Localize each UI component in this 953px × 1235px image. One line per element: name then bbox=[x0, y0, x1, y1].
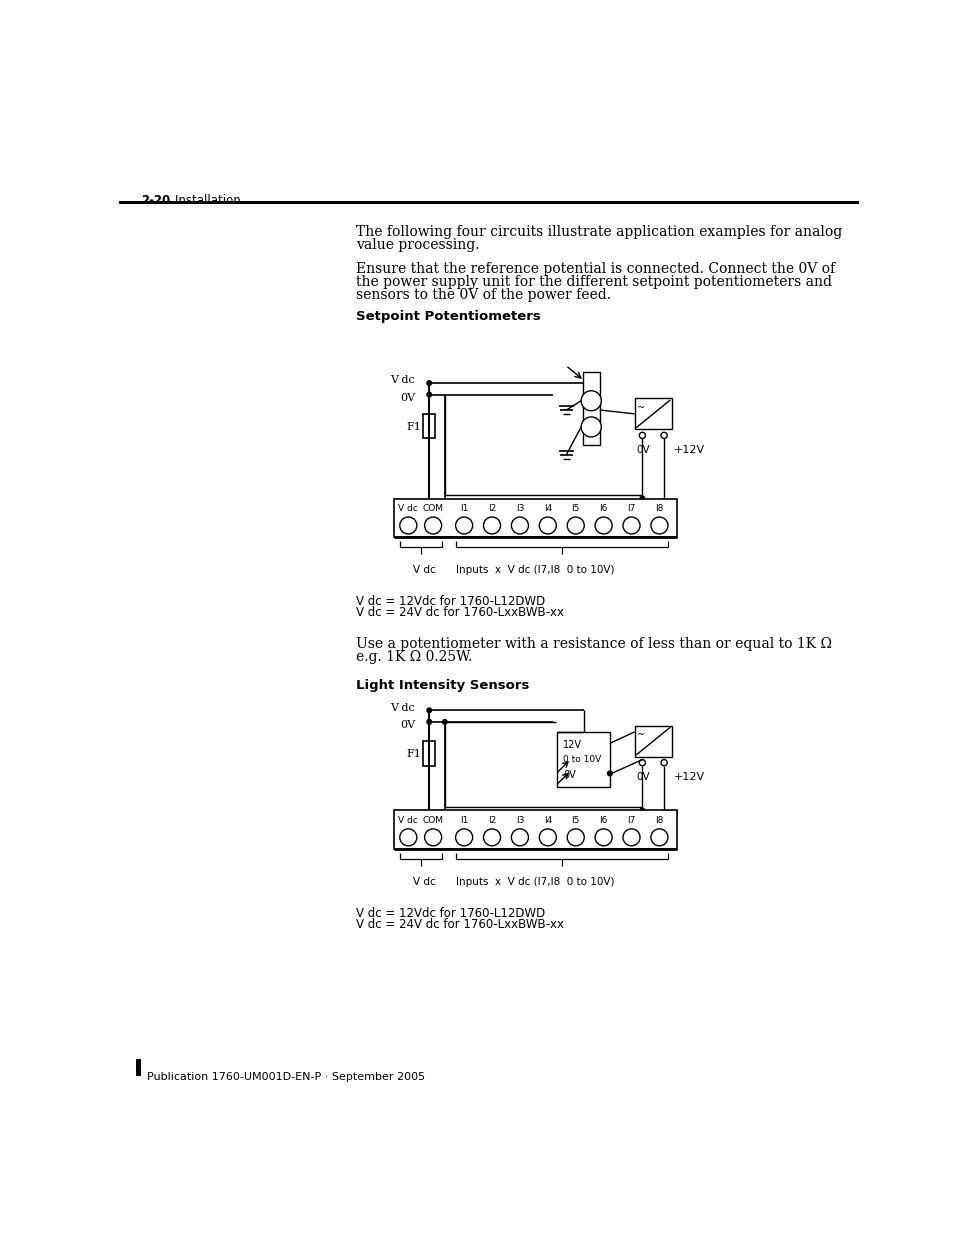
Circle shape bbox=[511, 517, 528, 534]
Text: V dc = 24V dc for 1760-LxxBWB-xx: V dc = 24V dc for 1760-LxxBWB-xx bbox=[355, 918, 563, 931]
Text: e.g. 1K Ω 0.25W.: e.g. 1K Ω 0.25W. bbox=[355, 651, 472, 664]
Circle shape bbox=[622, 517, 639, 534]
Text: I4: I4 bbox=[543, 816, 552, 825]
Text: Installation: Installation bbox=[159, 194, 240, 207]
Text: 0V: 0V bbox=[399, 393, 415, 403]
Circle shape bbox=[622, 829, 639, 846]
Circle shape bbox=[442, 720, 447, 724]
Text: V dc: V dc bbox=[398, 816, 417, 825]
Circle shape bbox=[639, 432, 645, 438]
Text: Setpoint Potentiometers: Setpoint Potentiometers bbox=[355, 310, 539, 322]
Text: I2: I2 bbox=[487, 816, 496, 825]
Text: 12V: 12V bbox=[562, 740, 581, 750]
Text: ~: ~ bbox=[637, 730, 644, 740]
Text: 0V: 0V bbox=[636, 445, 649, 454]
Text: +12V: +12V bbox=[673, 772, 703, 782]
Text: V dc: V dc bbox=[398, 504, 417, 513]
Circle shape bbox=[639, 808, 644, 813]
Circle shape bbox=[427, 708, 431, 713]
Text: ~: ~ bbox=[637, 403, 644, 412]
Circle shape bbox=[399, 517, 416, 534]
Text: F1: F1 bbox=[406, 421, 420, 431]
Circle shape bbox=[595, 829, 612, 846]
Text: I3: I3 bbox=[516, 504, 523, 513]
Text: The following four circuits illustrate application examples for analog: The following four circuits illustrate a… bbox=[355, 225, 841, 240]
Text: I1: I1 bbox=[459, 504, 468, 513]
Text: I7: I7 bbox=[627, 504, 635, 513]
Circle shape bbox=[580, 390, 600, 411]
Text: 2-20: 2-20 bbox=[141, 194, 170, 207]
Text: V dc: V dc bbox=[413, 877, 436, 887]
Circle shape bbox=[424, 517, 441, 534]
Circle shape bbox=[607, 771, 612, 776]
Circle shape bbox=[456, 829, 472, 846]
Text: V dc: V dc bbox=[413, 564, 436, 574]
Circle shape bbox=[511, 829, 528, 846]
Circle shape bbox=[567, 829, 583, 846]
Text: COM: COM bbox=[422, 504, 443, 513]
Text: Use a potentiometer with a resistance of less than or equal to 1K Ω: Use a potentiometer with a resistance of… bbox=[355, 637, 831, 651]
Text: value processing.: value processing. bbox=[355, 238, 478, 252]
Text: I2: I2 bbox=[487, 504, 496, 513]
Text: 0V: 0V bbox=[399, 720, 415, 730]
Circle shape bbox=[639, 496, 644, 501]
Text: sensors to the 0V of the power feed.: sensors to the 0V of the power feed. bbox=[355, 288, 610, 303]
Text: the power supply unit for the different setpoint potentiometers and: the power supply unit for the different … bbox=[355, 275, 831, 289]
Circle shape bbox=[538, 517, 556, 534]
Circle shape bbox=[427, 720, 431, 724]
Text: 0 to 10V: 0 to 10V bbox=[562, 755, 601, 764]
Circle shape bbox=[538, 829, 556, 846]
Text: I6: I6 bbox=[598, 816, 607, 825]
Text: V dc = 12Vdc for 1760-L12DWD: V dc = 12Vdc for 1760-L12DWD bbox=[355, 595, 544, 608]
Bar bbox=[557, 732, 609, 787]
Text: Inputs  x  V dc (I7,I8  0 to 10V): Inputs x V dc (I7,I8 0 to 10V) bbox=[456, 877, 614, 887]
Text: V dc: V dc bbox=[390, 375, 415, 385]
Text: Ensure that the reference potential is connected. Connect the 0V of: Ensure that the reference potential is c… bbox=[355, 262, 834, 277]
Text: +12V: +12V bbox=[673, 445, 703, 454]
Text: V dc = 24V dc for 1760-LxxBWB-xx: V dc = 24V dc for 1760-LxxBWB-xx bbox=[355, 606, 563, 619]
Text: I6: I6 bbox=[598, 504, 607, 513]
Bar bbox=[634, 399, 671, 430]
Circle shape bbox=[595, 517, 612, 534]
Circle shape bbox=[483, 829, 500, 846]
Text: COM: COM bbox=[422, 816, 443, 825]
Circle shape bbox=[427, 380, 431, 385]
Bar bbox=[394, 810, 677, 848]
Circle shape bbox=[483, 517, 500, 534]
Text: I8: I8 bbox=[655, 816, 663, 825]
Bar bbox=[119, 200, 858, 204]
Circle shape bbox=[660, 760, 666, 766]
Circle shape bbox=[639, 760, 645, 766]
Circle shape bbox=[456, 517, 472, 534]
Circle shape bbox=[567, 517, 583, 534]
Bar bbox=[136, 1060, 141, 1076]
Bar bbox=[634, 726, 671, 757]
Text: Inputs  x  V dc (I7,I8  0 to 10V): Inputs x V dc (I7,I8 0 to 10V) bbox=[456, 564, 614, 574]
Circle shape bbox=[580, 417, 600, 437]
Circle shape bbox=[424, 829, 441, 846]
Text: I5: I5 bbox=[571, 816, 579, 825]
Circle shape bbox=[427, 393, 431, 396]
Text: I8: I8 bbox=[655, 504, 663, 513]
Text: 0V: 0V bbox=[562, 771, 576, 781]
Text: 0V: 0V bbox=[636, 772, 649, 782]
Text: F1: F1 bbox=[406, 748, 420, 758]
Bar bbox=[422, 414, 435, 438]
Text: V dc = 12Vdc for 1760-L12DWD: V dc = 12Vdc for 1760-L12DWD bbox=[355, 906, 544, 920]
Text: Publication 1760-UM001D-EN-P · September 2005: Publication 1760-UM001D-EN-P · September… bbox=[147, 1072, 425, 1082]
Bar bbox=[394, 499, 677, 537]
Circle shape bbox=[399, 829, 416, 846]
Circle shape bbox=[660, 432, 666, 438]
Text: I7: I7 bbox=[627, 816, 635, 825]
Text: I3: I3 bbox=[516, 816, 523, 825]
Text: I5: I5 bbox=[571, 504, 579, 513]
Circle shape bbox=[650, 829, 667, 846]
Text: I4: I4 bbox=[543, 504, 552, 513]
Circle shape bbox=[650, 517, 667, 534]
Text: Light Intensity Sensors: Light Intensity Sensors bbox=[355, 679, 529, 693]
Text: V dc: V dc bbox=[390, 703, 415, 713]
Text: I1: I1 bbox=[459, 816, 468, 825]
Bar bbox=[422, 741, 435, 766]
Bar bbox=[582, 372, 599, 445]
